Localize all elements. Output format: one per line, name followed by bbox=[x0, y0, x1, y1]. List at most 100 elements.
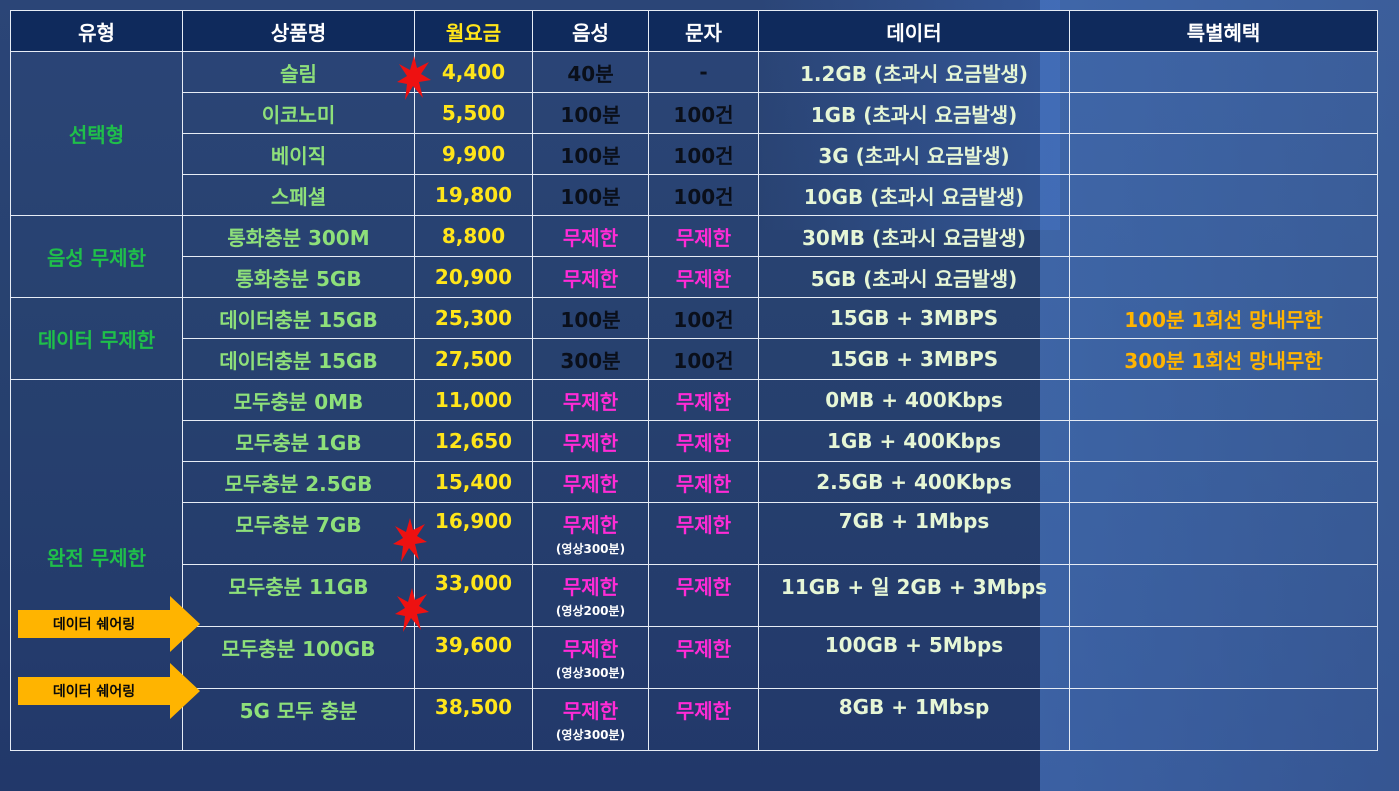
highlight-splat-icon bbox=[397, 56, 431, 100]
table-row: 모두충분 11GB 33,000 무제한 (영상200분) 무제한 11GB +… bbox=[11, 564, 1378, 627]
plan-name: 베이직 bbox=[182, 133, 415, 175]
plan-sms: 100건 bbox=[648, 174, 759, 216]
plan-sms: 무제한 bbox=[648, 626, 759, 689]
plan-benefit bbox=[1069, 133, 1378, 175]
plan-voice: 무제한 (영상300분) bbox=[532, 688, 649, 751]
header-fee: 월요금 bbox=[414, 10, 533, 52]
plan-name: 모두충분 11GB bbox=[182, 564, 415, 627]
plan-voice: 무제한 (영상300분) bbox=[532, 626, 649, 689]
table-row: 선택형 슬림 4,400 40분 - 1.2GB (초과시 요금발생) bbox=[10, 51, 1378, 216]
plan-sms: 100건 bbox=[648, 297, 759, 339]
plan-voice: 100분 bbox=[532, 92, 649, 134]
plan-sms: 100건 bbox=[648, 338, 759, 380]
plan-data: 5GB (초과시 요금발생) bbox=[758, 256, 1070, 298]
plan-name: 통화충분 5GB bbox=[182, 256, 415, 298]
plan-benefit bbox=[1069, 92, 1378, 134]
table-row: 모두충분 2.5GB 15,400 무제한 무제한 2.5GB + 400Kbp… bbox=[11, 461, 1378, 503]
plan-sms: 무제한 bbox=[648, 256, 759, 298]
table-row: 통화충분 5GB 20,900 무제한 무제한 5GB (초과시 요금발생) bbox=[11, 256, 1378, 298]
group-data-unlimited: 데이터 무제한 bbox=[10, 297, 183, 380]
plan-voice: 100분 bbox=[532, 133, 649, 175]
plan-name: 모두충분 0MB bbox=[182, 379, 415, 421]
group-selective: 선택형 bbox=[10, 51, 183, 216]
plan-fee: 16,900 bbox=[414, 502, 533, 565]
plan-sms: 무제한 bbox=[648, 461, 759, 503]
table-row: 완전 무제한 모두충분 0MB 11,000 무제한 무제한 0MB + 400… bbox=[10, 379, 1378, 751]
header-voice: 음성 bbox=[532, 10, 649, 52]
plan-benefit bbox=[1069, 502, 1378, 565]
data-sharing-label: 데이터 쉐어링 bbox=[52, 617, 136, 633]
plan-data: 0MB + 400Kbps bbox=[758, 379, 1070, 421]
plan-name: 5G 모두 충분 bbox=[182, 688, 415, 751]
plan-fee: 39,600 bbox=[414, 626, 533, 689]
plan-sms: 무제한 bbox=[648, 379, 759, 421]
plan-benefit bbox=[1069, 174, 1378, 216]
plan-benefit: 100분 1회선 망내무한 bbox=[1069, 297, 1378, 339]
header-sms: 문자 bbox=[648, 10, 759, 52]
plan-sms: 100건 bbox=[648, 133, 759, 175]
plan-name: 데이터충분 15GB bbox=[182, 297, 415, 339]
plan-voice: 무제한 bbox=[532, 420, 649, 462]
header-benefit: 특별혜택 bbox=[1069, 10, 1378, 52]
plan-sms: 무제한 bbox=[648, 420, 759, 462]
plan-sms: - bbox=[648, 51, 759, 93]
header-row: 유형 상품명 월요금 음성 문자 데이터 특별혜택 bbox=[10, 10, 1378, 52]
plan-voice-note: (영상200분) bbox=[555, 604, 626, 618]
table-row: 스페셜 19,800 100분 100건 10GB (초과시 요금발생) bbox=[11, 174, 1378, 216]
plan-benefit bbox=[1069, 688, 1378, 751]
plan-voice-note: (영상300분) bbox=[555, 666, 626, 680]
plan-voice: 무제한 bbox=[532, 256, 649, 298]
plan-benefit bbox=[1069, 215, 1378, 257]
plan-name: 모두충분 1GB bbox=[182, 420, 415, 462]
header-name: 상품명 bbox=[182, 10, 415, 52]
plan-sms: 무제한 bbox=[648, 215, 759, 257]
plan-voice: 무제한 bbox=[532, 215, 649, 257]
data-sharing-badge: 데이터 쉐어링 bbox=[18, 596, 200, 652]
plan-fee: 5,500 bbox=[414, 92, 533, 134]
plan-sms: 무제한 bbox=[648, 502, 759, 565]
plan-benefit bbox=[1069, 256, 1378, 298]
plan-fee: 11,000 bbox=[414, 379, 533, 421]
arrow-right-icon bbox=[18, 596, 200, 652]
plan-data: 2.5GB + 400Kbps bbox=[758, 461, 1070, 503]
plan-data: 1GB (초과시 요금발생) bbox=[758, 92, 1070, 134]
plan-data: 15GB + 3MBPS bbox=[758, 338, 1070, 380]
table-row: 모두충분 7GB 16,900 무제한 (영상300분) 무제한 7GB + 1… bbox=[11, 502, 1378, 565]
plan-name: 스페셜 bbox=[182, 174, 415, 216]
data-sharing-badge: 데이터 쉐어링 bbox=[18, 663, 200, 719]
table-row: 5G 모두 충분 38,500 무제한 (영상300분) 무제한 8GB + 1… bbox=[11, 688, 1378, 751]
plan-voice: 무제한 (영상200분) bbox=[532, 564, 649, 627]
plan-sms: 100건 bbox=[648, 92, 759, 134]
plan-data: 30MB (초과시 요금발생) bbox=[758, 215, 1070, 257]
table-row: 베이직 9,900 100분 100건 3G (초과시 요금발생) bbox=[11, 133, 1378, 175]
plan-fee: 4,400 bbox=[414, 51, 533, 93]
group-voice-unlimited: 음성 무제한 bbox=[10, 215, 183, 298]
plan-benefit bbox=[1069, 564, 1378, 627]
plan-data: 8GB + 1Mbsp bbox=[758, 688, 1070, 751]
plan-voice-value: 무제한 bbox=[562, 575, 619, 599]
data-sharing-label: 데이터 쉐어링 bbox=[52, 684, 136, 700]
plan-fee: 15,400 bbox=[414, 461, 533, 503]
plan-sms: 무제한 bbox=[648, 564, 759, 627]
plan-voice: 무제한 bbox=[532, 379, 649, 421]
table-row: 이코노미 5,500 100분 100건 1GB (초과시 요금발생) bbox=[11, 92, 1378, 134]
plan-voice: 40분 bbox=[532, 51, 649, 93]
plan-voice: 무제한 bbox=[532, 461, 649, 503]
plan-name: 모두충분 2.5GB bbox=[182, 461, 415, 503]
plan-data: 3G (초과시 요금발생) bbox=[758, 133, 1070, 175]
plan-voice: 100분 bbox=[532, 297, 649, 339]
plan-data: 7GB + 1Mbps bbox=[758, 502, 1070, 565]
plan-data: 100GB + 5Mbps bbox=[758, 626, 1070, 689]
plan-data: 1.2GB (초과시 요금발생) bbox=[758, 51, 1070, 93]
table-row: 데이터충분 15GB 27,500 300분 100건 15GB + 3MBPS… bbox=[11, 338, 1378, 380]
plan-benefit bbox=[1069, 461, 1378, 503]
highlight-splat-icon bbox=[395, 588, 429, 632]
plan-name: 이코노미 bbox=[182, 92, 415, 134]
table-row: 데이터 무제한 데이터충분 15GB 25,300 100분 100건 15GB… bbox=[10, 297, 1378, 380]
plan-name: 모두충분 100GB bbox=[182, 626, 415, 689]
plan-name: 모두충분 7GB bbox=[182, 502, 415, 565]
table-row: 모두충분 100GB 39,600 무제한 (영상300분) 무제한 100GB… bbox=[11, 626, 1378, 689]
plan-voice-value: 무제한 bbox=[562, 699, 619, 723]
plan-voice-value: 무제한 bbox=[562, 513, 619, 537]
plan-fee: 9,900 bbox=[414, 133, 533, 175]
